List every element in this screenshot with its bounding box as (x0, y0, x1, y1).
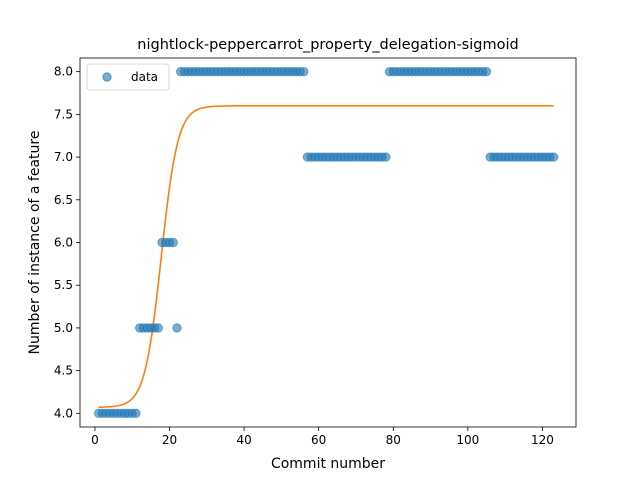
x-tick-label: 100 (456, 433, 479, 447)
y-tick-label: 5.5 (54, 278, 73, 292)
x-tick-label: 80 (386, 433, 401, 447)
data-point (481, 66, 492, 77)
axis-ticks: 0 20 40 60 80 100 120 4.0 4.5 5.0 5.5 6.0 6.5 7.0 7.5 8… (54, 65, 554, 447)
fit-curve-layer (98, 105, 554, 408)
y-axis-label: Number of instance of a feature (27, 131, 43, 355)
legend-label-data: data (131, 70, 158, 84)
data-point (172, 323, 182, 333)
data-point (548, 152, 559, 162)
legend: data (86, 63, 170, 91)
y-tick-label: 4.0 (54, 406, 73, 420)
x-tick-label: 40 (236, 433, 251, 447)
data-point (131, 408, 141, 419)
x-axis-label: Commit number (271, 456, 385, 472)
y-tick-label: 4.5 (54, 364, 73, 378)
y-tick-label: 5.0 (54, 321, 73, 335)
y-tick-label: 6.5 (54, 193, 73, 207)
x-tick-label: 60 (311, 433, 326, 447)
y-tick-label: 7.5 (54, 107, 73, 121)
x-tick-label: 0 (91, 433, 99, 447)
data-point (299, 66, 309, 77)
legend-box (86, 63, 170, 91)
x-tick-label: 20 (162, 433, 177, 447)
fit-curve (98, 105, 554, 408)
legend-marker-data (102, 72, 112, 82)
y-tick-label: 8.0 (54, 65, 73, 79)
data-point (381, 152, 391, 162)
y-tick-label: 6.0 (54, 236, 73, 250)
y-tick-label: 7.0 (54, 150, 73, 164)
plot-frame (79, 57, 577, 428)
data-points-layer (93, 66, 559, 419)
data-point (168, 237, 178, 248)
x-tick-label: 120 (531, 433, 554, 447)
chart-title: nightlock-peppercarrot_property_delegati… (137, 37, 518, 53)
data-point (153, 323, 164, 333)
